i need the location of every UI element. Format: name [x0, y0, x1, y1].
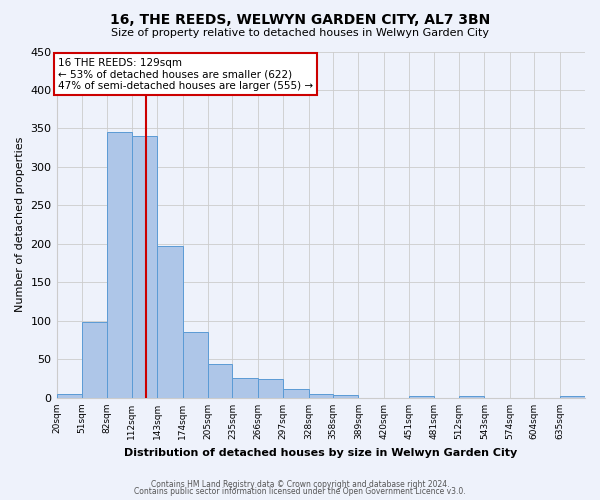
Bar — [132, 136, 157, 398]
Bar — [459, 396, 484, 398]
Text: 16 THE REEDS: 129sqm
← 53% of detached houses are smaller (622)
47% of semi-deta: 16 THE REEDS: 129sqm ← 53% of detached h… — [58, 58, 313, 91]
Text: 16, THE REEDS, WELWYN GARDEN CITY, AL7 3BN: 16, THE REEDS, WELWYN GARDEN CITY, AL7 3… — [110, 12, 490, 26]
Bar — [560, 396, 585, 398]
Bar — [56, 394, 82, 398]
Y-axis label: Number of detached properties: Number of detached properties — [15, 137, 25, 312]
Bar — [232, 378, 258, 398]
Bar — [308, 394, 333, 398]
Bar — [107, 132, 132, 398]
Bar — [258, 378, 283, 398]
Bar — [409, 396, 434, 398]
Bar — [157, 246, 182, 398]
Bar — [182, 332, 208, 398]
Text: Size of property relative to detached houses in Welwyn Garden City: Size of property relative to detached ho… — [111, 28, 489, 38]
Bar — [82, 322, 107, 398]
Text: Contains public sector information licensed under the Open Government Licence v3: Contains public sector information licen… — [134, 487, 466, 496]
Text: Contains HM Land Registry data © Crown copyright and database right 2024.: Contains HM Land Registry data © Crown c… — [151, 480, 449, 489]
Bar — [283, 388, 308, 398]
Bar — [333, 395, 358, 398]
Bar — [208, 364, 232, 398]
X-axis label: Distribution of detached houses by size in Welwyn Garden City: Distribution of detached houses by size … — [124, 448, 517, 458]
